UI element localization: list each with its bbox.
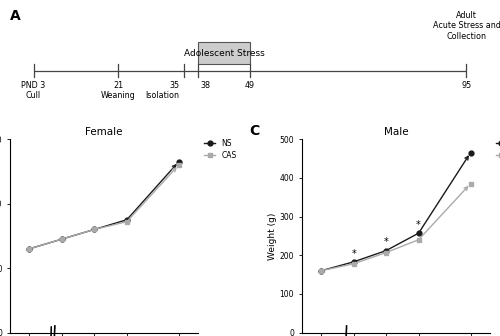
Text: C: C	[249, 124, 260, 138]
Bar	[198, 42, 250, 64]
Text: 35
Isolation: 35 Isolation	[146, 81, 180, 100]
Text: *: *	[384, 238, 388, 248]
Title: Male: Male	[384, 127, 408, 137]
Text: PND 3
Cull: PND 3 Cull	[22, 81, 46, 100]
Text: Adult
Acute Stress and
Collection: Adult Acute Stress and Collection	[432, 11, 500, 41]
Text: A: A	[10, 8, 21, 23]
Text: 49: 49	[245, 81, 255, 90]
Title: Female: Female	[86, 127, 123, 137]
Text: Adolescent Stress: Adolescent Stress	[184, 49, 264, 58]
Text: 95: 95	[462, 81, 471, 90]
Text: 38: 38	[200, 81, 210, 90]
Legend: NS, CAS: NS, CAS	[496, 139, 500, 160]
Text: 21
Weaning: 21 Weaning	[101, 81, 136, 100]
Y-axis label: Weight (g): Weight (g)	[268, 212, 276, 260]
Legend: NS, CAS: NS, CAS	[204, 139, 237, 160]
Text: *: *	[416, 220, 421, 230]
Text: *: *	[352, 249, 356, 259]
